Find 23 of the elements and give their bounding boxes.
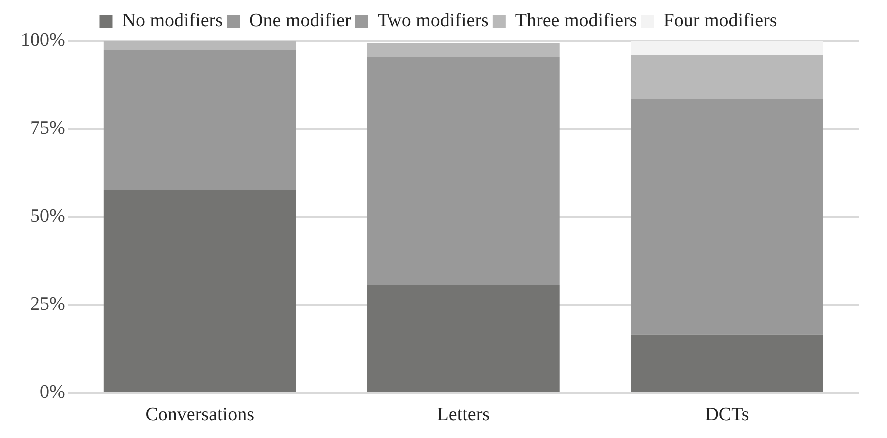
bar <box>367 285 560 392</box>
x-tick-label: Conversations <box>146 404 254 426</box>
legend-label: Two modifiers <box>378 10 489 32</box>
y-tick-label: 25% <box>30 294 66 316</box>
y-tick-label: 100% <box>21 30 66 51</box>
y-tick-label: 50% <box>30 206 66 228</box>
bar <box>631 334 824 392</box>
legend-label: Four modifiers <box>664 10 778 32</box>
legend-label: One modifier <box>250 10 352 32</box>
legend-label: No modifiers <box>122 10 224 32</box>
bar <box>631 41 824 56</box>
y-tick-label: 0% <box>40 382 66 404</box>
x-tick-label: DCTs <box>705 404 750 426</box>
legend-label: Three modifiers <box>515 10 638 32</box>
bar <box>367 57 560 286</box>
bar <box>104 50 296 190</box>
bar <box>631 99 824 335</box>
x-tick-label: Letters <box>437 404 490 426</box>
bar <box>631 55 824 100</box>
bar <box>367 43 560 58</box>
bar <box>104 41 296 50</box>
bar <box>104 190 296 392</box>
y-tick-label: 75% <box>30 118 66 140</box>
